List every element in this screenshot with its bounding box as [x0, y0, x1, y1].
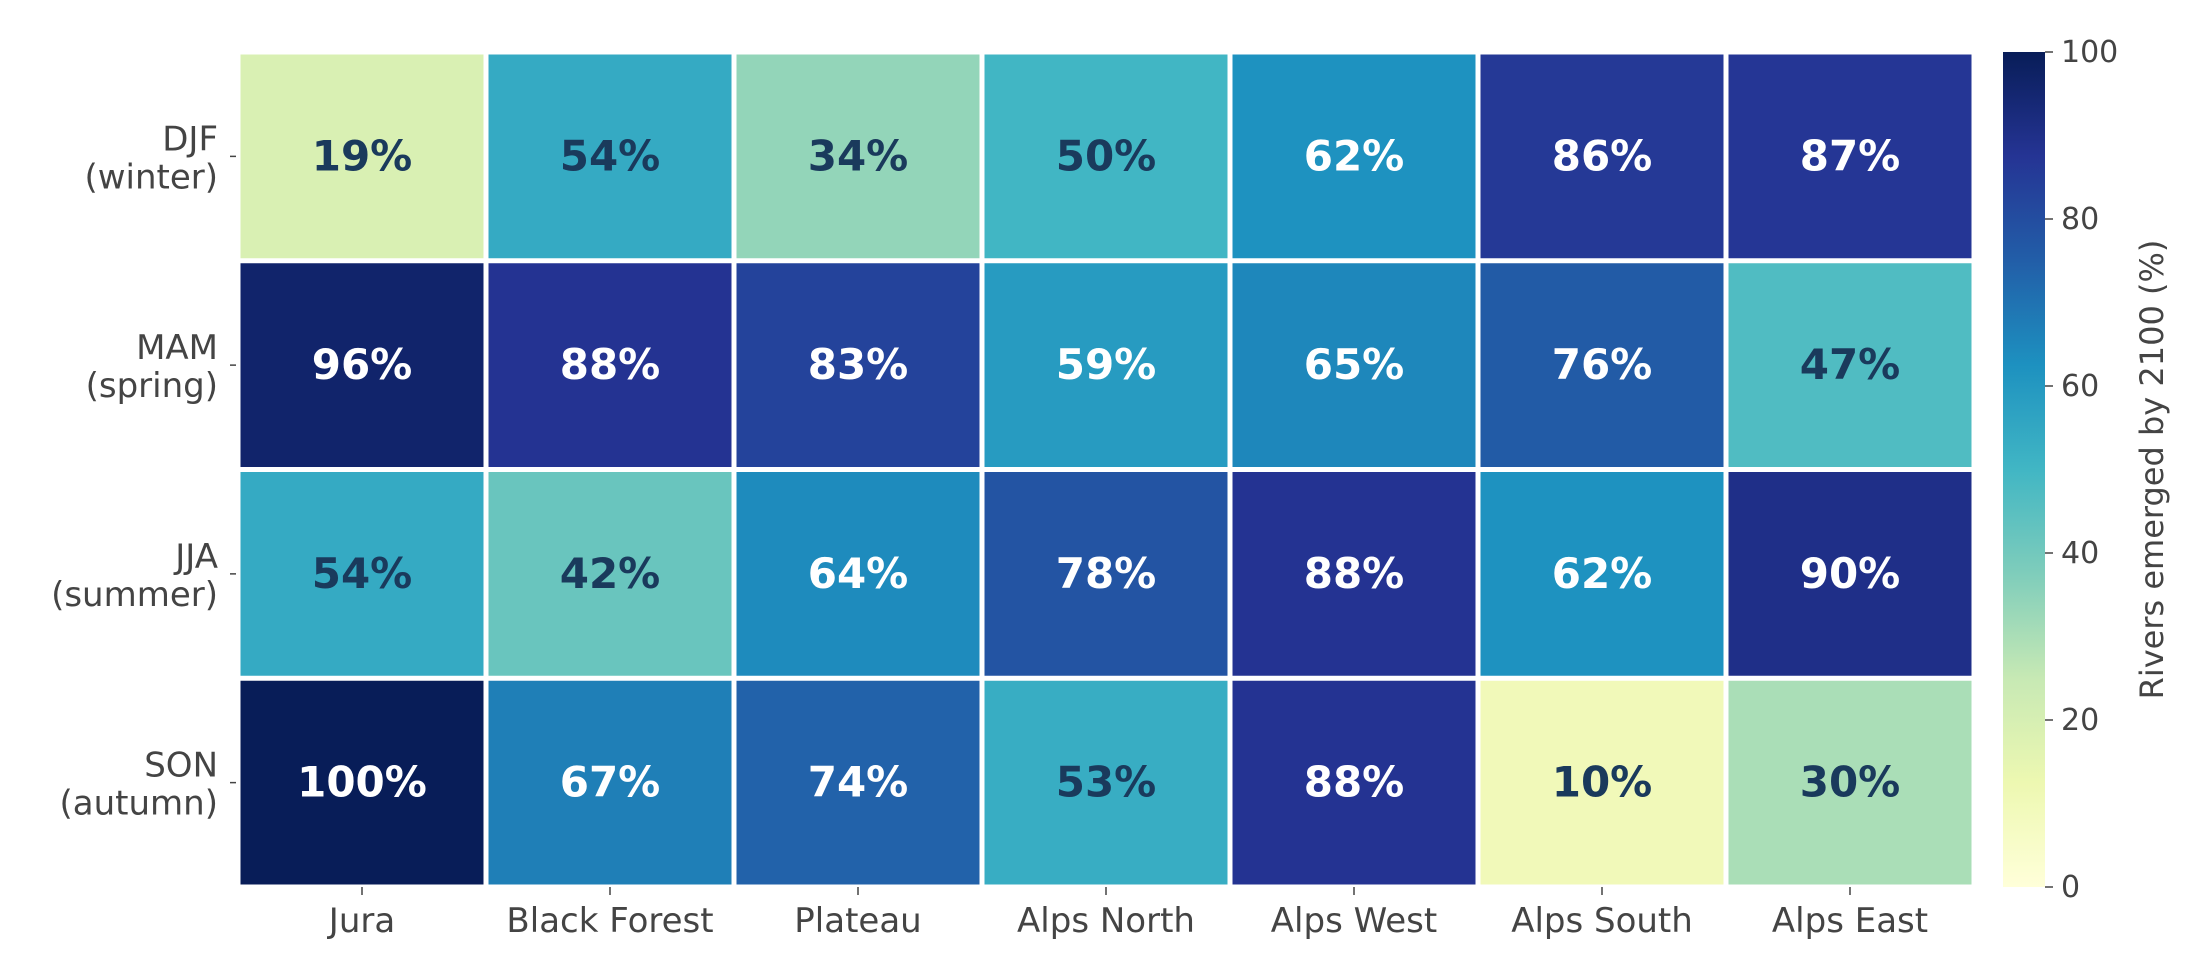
y-tick-label-line: (summer) [51, 575, 218, 615]
cell-value-label: 47% [1800, 340, 1901, 389]
heatmap-cell-djf-alps-north [984, 54, 1228, 259]
heatmap-cell-son-alps-north [984, 680, 1228, 885]
cell-value-label: 64% [808, 549, 909, 598]
heatmap-cell-jja-alps-north [984, 472, 1228, 676]
y-axis: DJF (winter) MAM (spring) JJA (summer) SON (aut… [51, 119, 236, 824]
y-tick-label-djf: DJF (winter) [84, 119, 218, 197]
colorbar-tick-label: 60 [2061, 369, 2099, 404]
cell-value-label: 34% [808, 131, 909, 180]
cell-value-label: 83% [808, 340, 909, 389]
cell-value-label: 86% [1552, 131, 1653, 180]
heatmap-cell-mam-plateau [736, 263, 980, 467]
x-tick-label-alps-west: Alps West [1271, 901, 1437, 941]
heatmap-cell-mam-alps-north [984, 263, 1228, 467]
cell-value-label: 50% [1056, 131, 1157, 180]
heatmap-cell-mam-black-forest [488, 263, 732, 467]
cell-value-label: 54% [560, 131, 661, 180]
heatmap-cell-labels: 19% 54% 34% 50% 62% 86% 87% 96% 88% 83% 59% 65% 76% 4… [297, 131, 1900, 806]
heatmap-cell-son-alps-west [1232, 680, 1476, 885]
colorbar: 0 20 40 60 80 100 Rivers emerged by 2100 (%) [2003, 35, 2171, 905]
y-tick-label-jja: JJA (summer) [51, 537, 218, 615]
x-tick-label-plateau: Plateau [794, 901, 921, 941]
cell-value-label: 65% [1304, 340, 1405, 389]
heatmap-cell-jja-alps-west [1232, 472, 1476, 676]
cell-value-label: 62% [1304, 131, 1405, 180]
cell-value-label: 90% [1800, 549, 1901, 598]
heatmap-cell-jja-alps-east [1728, 472, 1972, 676]
cell-value-label: 78% [1056, 549, 1157, 598]
cell-value-label: 87% [1800, 131, 1901, 180]
x-tick-label-alps-north: Alps North [1017, 901, 1195, 941]
cell-value-label: 42% [560, 549, 661, 598]
cell-value-label: 30% [1800, 758, 1901, 807]
colorbar-gradient [2003, 52, 2045, 887]
cell-value-label: 59% [1056, 340, 1157, 389]
y-tick-label-line: (winter) [84, 157, 218, 197]
cell-value-label: 88% [560, 340, 661, 389]
heatmap-cell-djf-alps-east [1728, 54, 1972, 259]
heatmap-cell-son-alps-east [1728, 680, 1972, 885]
x-tick-label-alps-east: Alps East [1772, 901, 1928, 941]
heatmap-cell-son-jura [240, 680, 484, 885]
y-tick-label-line: JJA [173, 537, 218, 577]
heatmap-cell-djf-alps-west [1232, 54, 1476, 259]
x-axis: Jura Black Forest Plateau Alps North Alps We… [327, 887, 1928, 941]
colorbar-ticks: 0 20 40 60 80 100 [2045, 35, 2118, 905]
heatmap-cell-mam-jura [240, 263, 484, 467]
heatmap-cell-son-plateau [736, 680, 980, 885]
heatmap-cell-jja-alps-south [1480, 472, 1724, 676]
heatmap-cell-djf-black-forest [488, 54, 732, 259]
colorbar-tick-label: 80 [2061, 202, 2099, 237]
x-tick-label-jura: Jura [327, 901, 395, 941]
heatmap-cell-djf-alps-south [1480, 54, 1724, 259]
y-tick-label-mam: MAM (spring) [86, 328, 218, 406]
heatmap-cells [240, 54, 1972, 885]
cell-value-label: 74% [808, 758, 909, 807]
heatmap-cell-mam-alps-south [1480, 263, 1724, 467]
y-tick-label-line: DJF [162, 119, 218, 159]
y-tick-label-line: SON [144, 746, 218, 786]
heatmap-cell-djf-jura [240, 54, 484, 259]
heatmap-cell-jja-plateau [736, 472, 980, 676]
cell-value-label: 10% [1552, 758, 1653, 807]
colorbar-tick-label: 100 [2061, 35, 2118, 70]
cell-value-label: 67% [560, 758, 661, 807]
heatmap-cell-son-alps-south [1480, 680, 1724, 885]
colorbar-tick-label: 20 [2061, 703, 2099, 738]
y-tick-label-line: MAM [136, 328, 218, 368]
y-tick-label-line: (autumn) [60, 784, 218, 824]
y-tick-label-son: SON (autumn) [60, 746, 218, 824]
y-tick-label-line: (spring) [86, 366, 218, 406]
heatmap-cell-mam-alps-west [1232, 263, 1476, 467]
colorbar-label: Rivers emerged by 2100 (%) [2133, 240, 2171, 700]
colorbar-tick-label: 40 [2061, 536, 2099, 571]
cell-value-label: 88% [1304, 758, 1405, 807]
cell-value-label: 76% [1552, 340, 1653, 389]
cell-value-label: 96% [312, 340, 413, 389]
heatmap-cell-jja-jura [240, 472, 484, 676]
colorbar-tick-label: 0 [2061, 870, 2080, 905]
heatmap-cell-mam-alps-east [1728, 263, 1972, 467]
cell-value-label: 54% [312, 549, 413, 598]
heatmap-cell-jja-black-forest [488, 472, 732, 676]
cell-value-label: 53% [1056, 758, 1157, 807]
x-tick-label-alps-south: Alps South [1511, 901, 1693, 941]
cell-value-label: 100% [297, 758, 427, 807]
cell-value-label: 62% [1552, 549, 1653, 598]
heatmap-cell-djf-plateau [736, 54, 980, 259]
heatmap-cell-son-black-forest [488, 680, 732, 885]
x-tick-label-black-forest: Black Forest [506, 901, 713, 941]
cell-value-label: 88% [1304, 549, 1405, 598]
cell-value-label: 19% [312, 131, 413, 180]
